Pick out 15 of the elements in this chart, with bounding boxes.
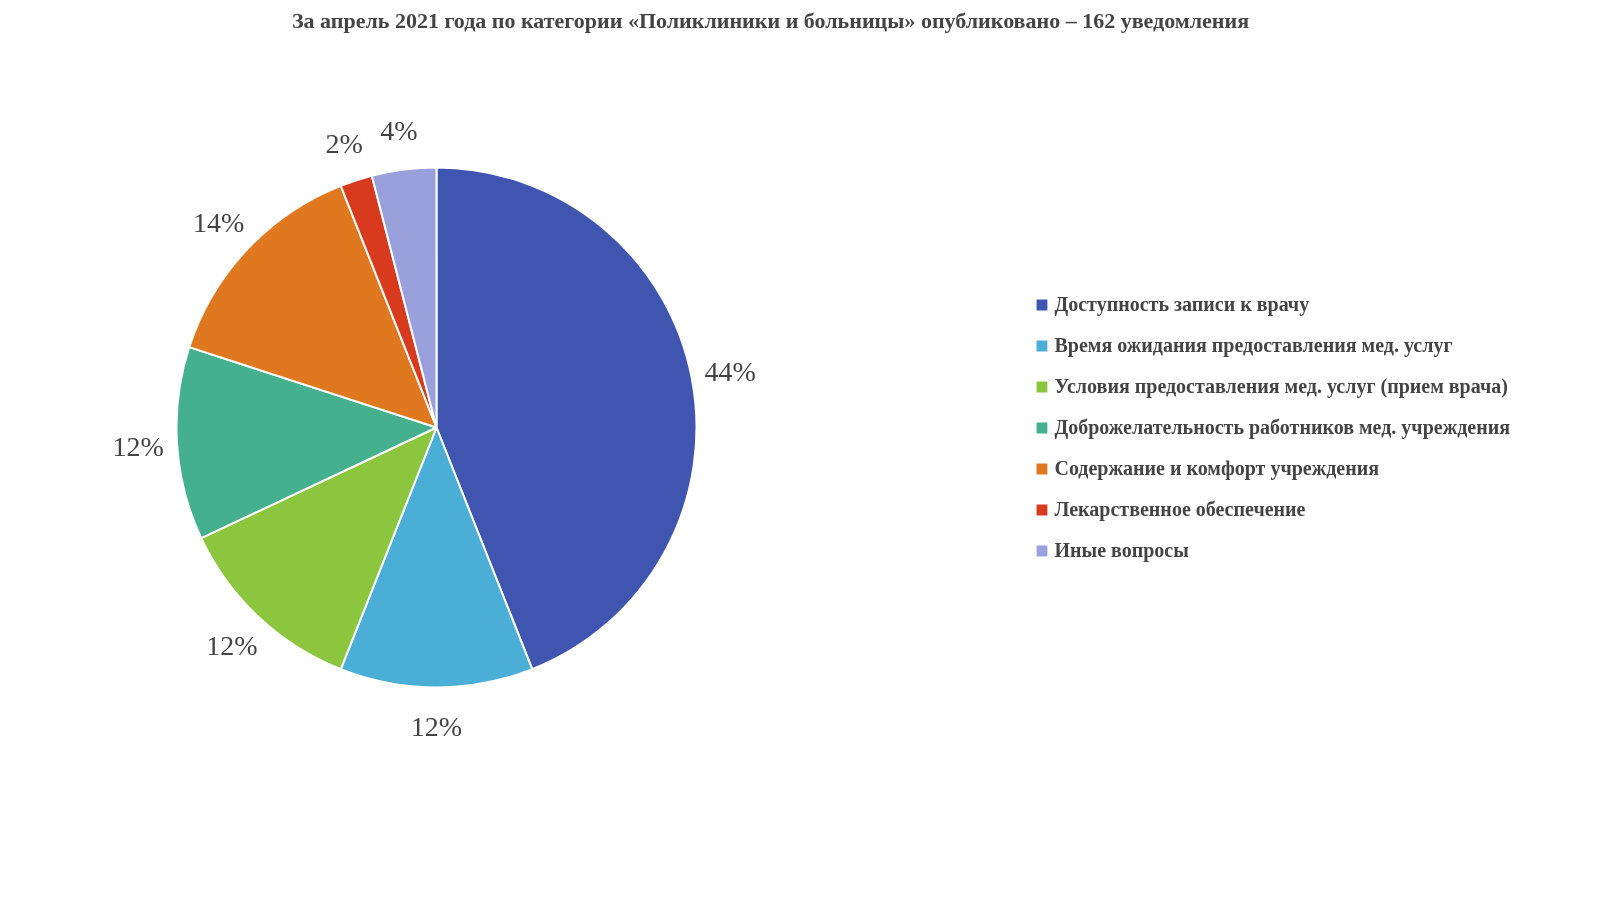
data-label: 44% <box>704 355 756 387</box>
legend-label: Доступность записи к врачу <box>1054 292 1310 316</box>
data-label: 4% <box>380 115 418 147</box>
legend-label: Лекарственное обеспечение <box>1054 497 1306 521</box>
legend-label: Доброжелательность работников мед. учреждения <box>1054 415 1510 439</box>
data-label: 12% <box>206 629 258 661</box>
data-label: 2% <box>325 127 363 159</box>
data-label: 12% <box>410 711 463 742</box>
data-label: 14% <box>192 207 245 239</box>
legend-label: Иные вопросы <box>1054 538 1189 562</box>
chart-title: За апрель 2021 года по категории «Поликлиники и больницы» опубликовано – 162 уведомления <box>291 7 1250 33</box>
legend-label: Время ожидания предоставления мед. услуг <box>1054 333 1453 357</box>
legend-label: Содержание и комфорт учреждения <box>1054 456 1380 480</box>
legend-label: Условия предоставления мед. услуг (прием врача) <box>1054 374 1508 398</box>
data-label: 12% <box>112 430 164 462</box>
